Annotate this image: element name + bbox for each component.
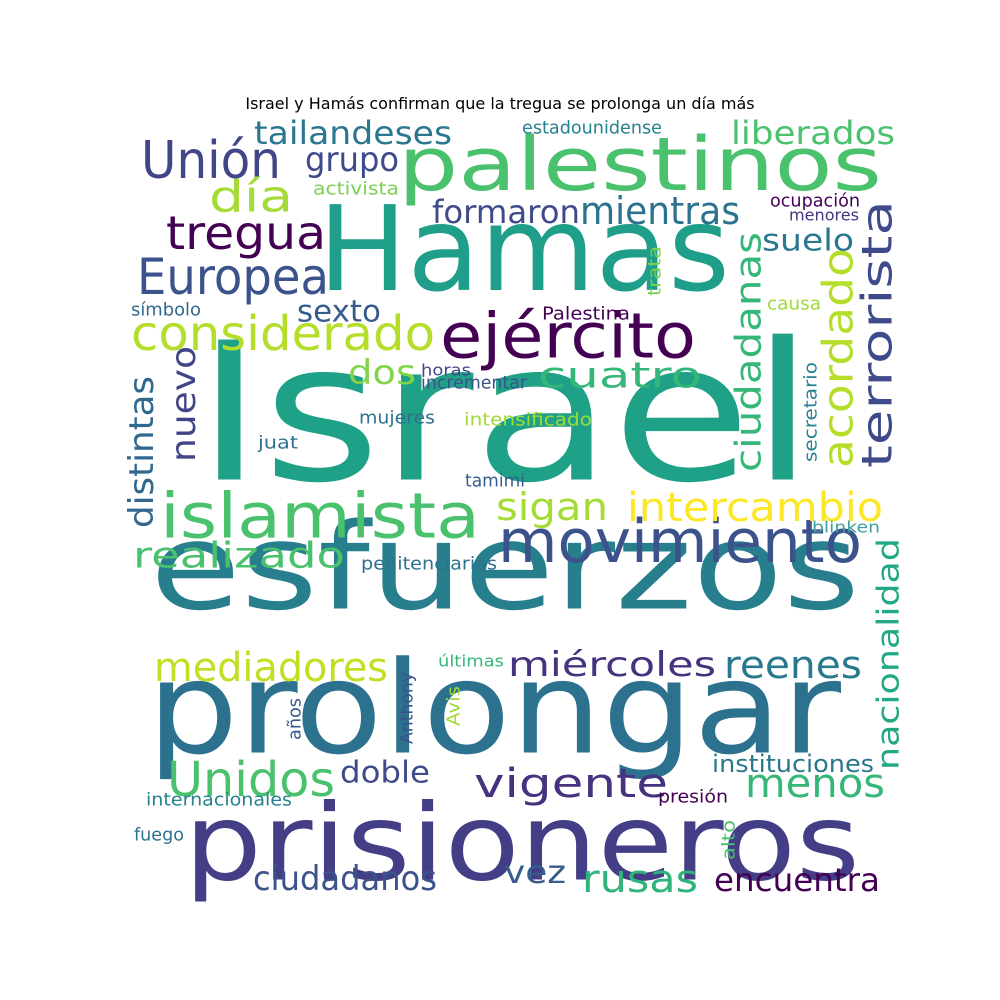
word-distintas: distintas bbox=[122, 376, 162, 528]
word-reenes: reenes bbox=[724, 643, 862, 687]
word-rusas: rusas bbox=[582, 857, 698, 901]
word-ciudadanos: ciudadanos bbox=[253, 859, 437, 899]
word-intensificado: intensificado bbox=[464, 410, 592, 431]
word-menores: menores bbox=[789, 206, 859, 225]
word-acordado: acordado bbox=[814, 248, 863, 468]
word-nacionalidad: nacionalidad bbox=[872, 538, 907, 770]
word-grupo: grupo bbox=[305, 140, 399, 180]
word-sexto: sexto bbox=[297, 295, 381, 330]
figure-title: Israel y Hamás confirman que la tregua s… bbox=[245, 94, 755, 113]
word-ultimas: últimas bbox=[438, 652, 504, 671]
word-esfuerzos: esfuerzos bbox=[150, 499, 860, 638]
word-dia: día bbox=[209, 172, 293, 223]
word-incrementar: incrementar bbox=[421, 373, 528, 394]
word-mujeres: mujeres bbox=[359, 408, 435, 429]
word-ejercito: ejército bbox=[440, 300, 696, 373]
word-tregua: tregua bbox=[166, 206, 326, 260]
word-islamista: islamista bbox=[160, 480, 480, 553]
word-considerado: considerado bbox=[131, 306, 435, 362]
word-ocupacion: ocupación bbox=[770, 191, 860, 212]
word-movimiento: movimiento bbox=[498, 507, 862, 577]
word-tamimi: tamimi bbox=[465, 471, 525, 492]
word-europea: Europea bbox=[137, 248, 329, 306]
word-causa: causa bbox=[767, 294, 821, 315]
word-horas: horas bbox=[421, 361, 471, 380]
word-israel: Israel bbox=[196, 303, 814, 526]
word-vigente: vigente bbox=[474, 761, 668, 807]
word-cuatro: cuatro bbox=[538, 356, 702, 397]
word-fuego: fuego bbox=[134, 825, 184, 846]
word-intercambio: intercambio bbox=[627, 485, 883, 531]
word-unidos: Unidos bbox=[167, 752, 335, 808]
word-alto: alto bbox=[719, 820, 740, 860]
word-encuentra: encuentra bbox=[714, 861, 880, 899]
word-liberados: liberados bbox=[731, 114, 895, 152]
word-realizado: realizado bbox=[133, 536, 345, 577]
word-palestinos: palestinos bbox=[398, 122, 882, 208]
word-activista: activista bbox=[313, 179, 399, 200]
word-miercoles: miércoles bbox=[508, 645, 716, 685]
word-vez: vez bbox=[504, 853, 566, 891]
word-secretario: secretario bbox=[801, 362, 822, 462]
word-mediadores: mediadores bbox=[154, 645, 388, 691]
word-internacionales: internacionales bbox=[146, 790, 292, 811]
word-palestina: Palestina bbox=[542, 304, 630, 325]
word-estadounidense: estadounidense bbox=[522, 118, 662, 139]
word-anos: años bbox=[285, 698, 306, 740]
word-menos: menos bbox=[745, 761, 885, 807]
word-suelo: suelo bbox=[762, 224, 854, 259]
word-sigan: sigan bbox=[496, 485, 608, 529]
word-blinken: blinken bbox=[812, 518, 880, 537]
word-ciudadanas: ciudadanas bbox=[729, 232, 770, 472]
word-tailandeses: tailandeses bbox=[254, 114, 452, 152]
word-prisioneros: prisioneros bbox=[184, 782, 860, 905]
word-nuevo: nuevo bbox=[164, 346, 204, 462]
word-penitenciarias: penitenciarias bbox=[361, 554, 497, 575]
word-trata: trata bbox=[645, 246, 666, 296]
word-juat: juat bbox=[257, 433, 298, 454]
word-formaron: formaron bbox=[432, 193, 580, 231]
word-mientras: mientras bbox=[580, 189, 740, 233]
word-presion: presión bbox=[658, 787, 728, 808]
word-doble: doble bbox=[340, 756, 430, 791]
word-instituciones: instituciones bbox=[712, 750, 874, 778]
word-hamas: Hamas bbox=[318, 180, 730, 318]
word-simbolo: símbolo bbox=[131, 300, 201, 321]
word-avis: Avis bbox=[444, 686, 465, 726]
word-union: Unión bbox=[141, 131, 281, 191]
word-anthony: Anthony bbox=[397, 672, 418, 744]
word-terrorista: terrorista bbox=[853, 200, 902, 468]
word-dos: dos bbox=[348, 353, 416, 393]
word-prolongar: prolongar bbox=[147, 635, 841, 784]
